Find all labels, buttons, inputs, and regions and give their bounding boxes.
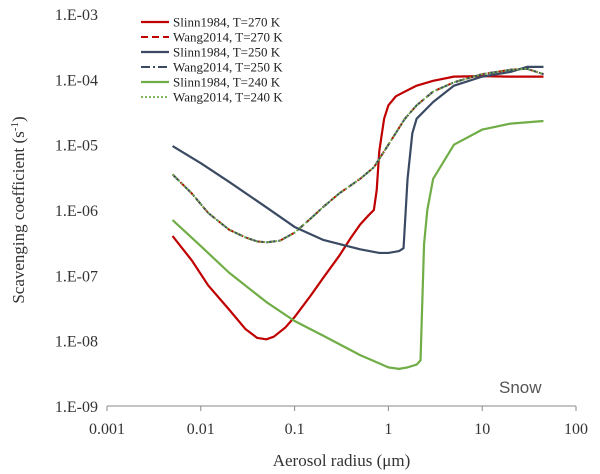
legend-label: Wang2014, T=240 K — [173, 90, 283, 105]
x-tick-label: 100 — [564, 421, 588, 438]
series-line-3 — [171, 65, 544, 255]
series-line-6 — [171, 67, 544, 244]
axes-layer: 0.001 0.01 0.1 1 10 100 1.E-091.E-081.E-071.E… — [55, 7, 588, 438]
y-axis-title-superscript: -1 — [9, 122, 21, 131]
y-tick-label: 1.E-05 — [55, 138, 98, 155]
legend-label: Slinn1984, T=250 K — [173, 45, 281, 60]
x-tick-label: 1 — [384, 421, 392, 438]
x-axis-ticks: 0.001 0.01 0.1 1 10 100 — [89, 406, 588, 438]
y-axis-title: Scavenging coefficient (s-1) — [9, 116, 28, 303]
x-axis-title: Aerosol radius (μm) — [273, 451, 411, 470]
y-tick-label: 1.E-07 — [55, 268, 98, 285]
y-tick-label: 1.E-06 — [55, 203, 98, 220]
series-line-5 — [171, 119, 544, 370]
y-tick-label: 1.E-04 — [55, 72, 98, 89]
y-tick-label: 1.E-03 — [55, 7, 98, 24]
legend-label: Slinn1984, T=270 K — [173, 15, 281, 30]
y-tick-label: 1.E-09 — [55, 399, 98, 416]
y-tick-label: 1.E-08 — [55, 334, 98, 351]
snow-annotation: Snow — [499, 378, 542, 397]
x-tick-label: 0.1 — [285, 421, 305, 438]
y-axis-title-main: Scavenging coefficient (s — [9, 131, 28, 303]
y-axis-ticks: 1.E-09 1.E-08 1.E-07 1.E-06 1.E-05 1.E-04 1.E-… — [55, 7, 98, 416]
x-tick-label: 0.01 — [187, 421, 215, 438]
x-tick-label: 10 — [474, 421, 490, 438]
legend-label: Wang2014, T=250 K — [173, 60, 283, 75]
x-tick-label: 0.001 — [89, 421, 125, 438]
y-axis-title-end: ) — [9, 116, 28, 122]
series-line-1 — [171, 75, 544, 341]
legend-label: Slinn1984, T=240 K — [173, 75, 281, 90]
series-layer — [171, 65, 544, 370]
legend-label: Wang2014, T=270 K — [173, 30, 283, 45]
